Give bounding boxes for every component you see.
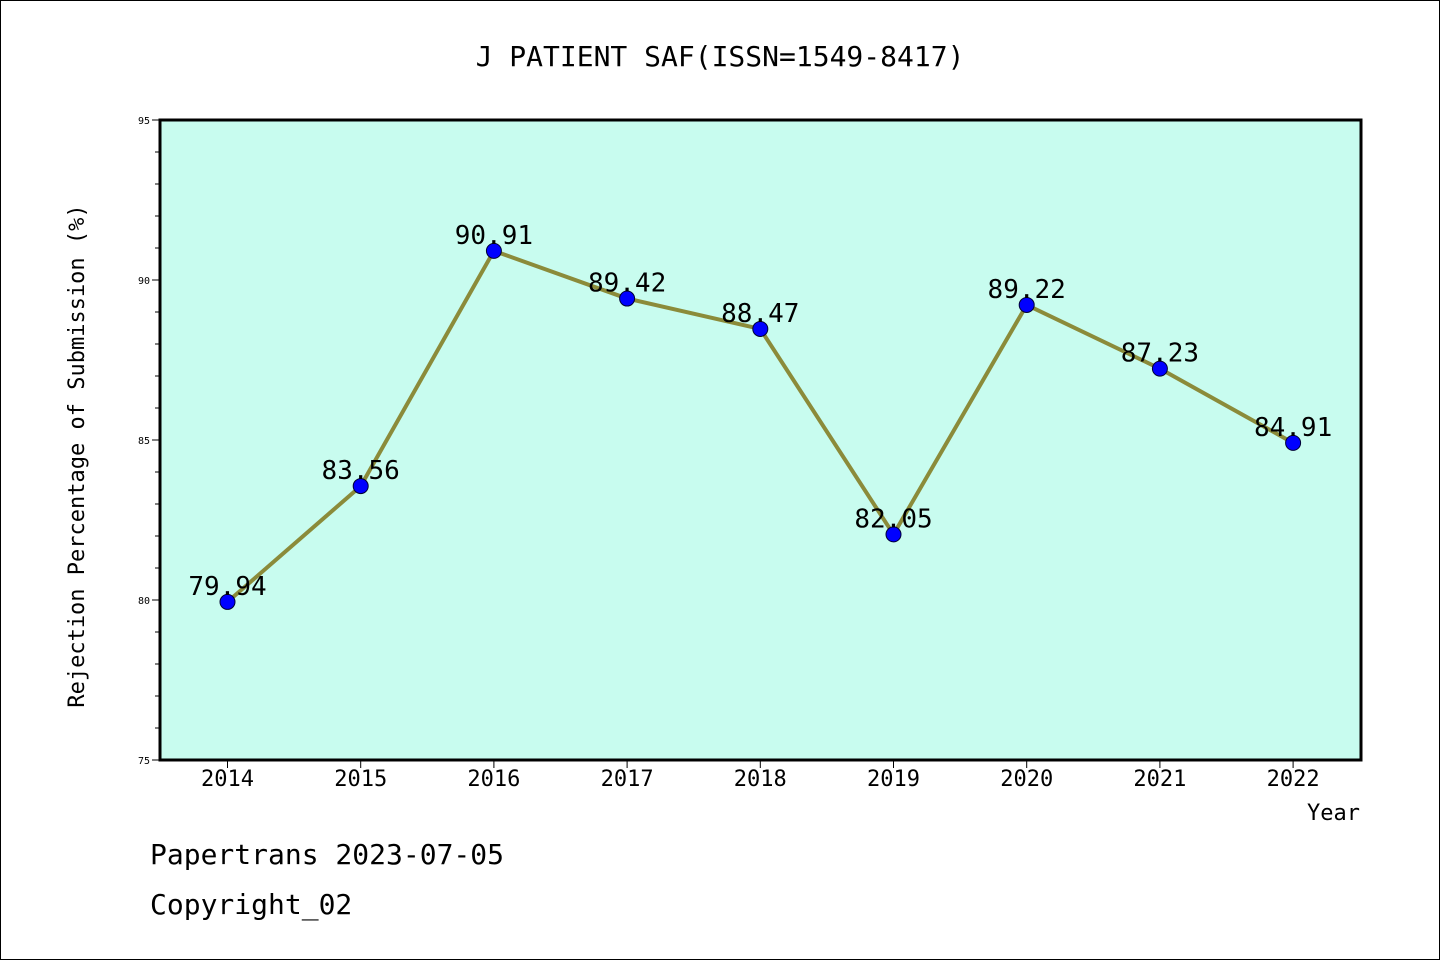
chart-title: J PATIENT SAF(ISSN=1549-8417) (476, 40, 965, 73)
data-label: 89.42 (588, 269, 666, 299)
y-axis: 75 80 85 90 95 (138, 116, 160, 767)
data-point-marker (1151, 360, 1168, 377)
x-tick-label: 2020 (1000, 767, 1053, 792)
y-axis-label: Rejection Percentage of Submission (%) (65, 204, 90, 707)
data-label: 83.56 (322, 456, 400, 486)
data-point-marker (885, 526, 902, 543)
footer-date: Papertrans 2023-07-05 (150, 838, 504, 871)
data-point-marker (619, 290, 636, 307)
data-label: 90.91 (455, 221, 533, 251)
y-tick-label: 85 (138, 436, 150, 447)
y-tick-label: 80 (138, 596, 150, 607)
data-point-marker (1018, 296, 1035, 313)
x-tick-label: 2014 (201, 767, 254, 792)
x-tick-label: 2015 (334, 767, 387, 792)
data-point-marker (1285, 434, 1302, 451)
plot-area (158, 118, 1363, 762)
x-tick-label: 2018 (734, 767, 787, 792)
x-tick-label: 2017 (601, 767, 654, 792)
data-label: 88.47 (721, 299, 799, 329)
y-tick-label: 90 (138, 276, 150, 287)
series-line-group (219, 242, 1302, 610)
x-tick-label: 2021 (1133, 767, 1186, 792)
data-label: 84.91 (1254, 413, 1332, 443)
data-label: 87.23 (1121, 339, 1199, 369)
footer-copyright: Copyright_02 (150, 888, 352, 922)
data-label: 89.22 (988, 275, 1066, 305)
data-point-marker (485, 242, 502, 259)
y-tick-label: 95 (138, 116, 150, 127)
data-point-marker (752, 320, 769, 337)
x-tick-label: 2016 (467, 767, 520, 792)
data-label: 79.94 (188, 572, 266, 602)
x-axis: 2014 2015 2016 2017 2018 2019 2020 2021 2022 (201, 760, 1320, 792)
data-labels: 79.94 83.56 90.91 89.42 88.47 82.05 89.22 87.23… (188, 221, 1332, 602)
data-point-marker (219, 593, 236, 610)
x-tick-label: 2022 (1267, 767, 1320, 792)
data-label: 82.05 (854, 504, 932, 534)
data-point-marker (352, 478, 369, 495)
x-tick-label: 2019 (867, 767, 920, 792)
y-tick-label: 75 (138, 756, 150, 767)
x-axis-label: Year (1307, 801, 1360, 826)
